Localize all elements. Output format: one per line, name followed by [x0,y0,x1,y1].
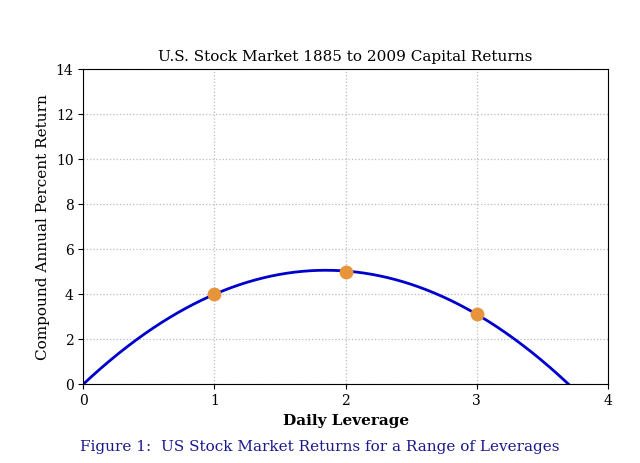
Title: U.S. Stock Market 1885 to 2009 Capital Returns: U.S. Stock Market 1885 to 2009 Capital R… [159,50,532,64]
Point [472,311,482,318]
Point [340,268,351,275]
Y-axis label: Compound Annual Percent Return: Compound Annual Percent Return [36,94,50,360]
Text: Figure 1:  US Stock Market Returns for a Range of Leverages: Figure 1: US Stock Market Returns for a … [80,440,560,454]
Point [209,291,220,298]
X-axis label: Daily Leverage: Daily Leverage [282,413,409,427]
